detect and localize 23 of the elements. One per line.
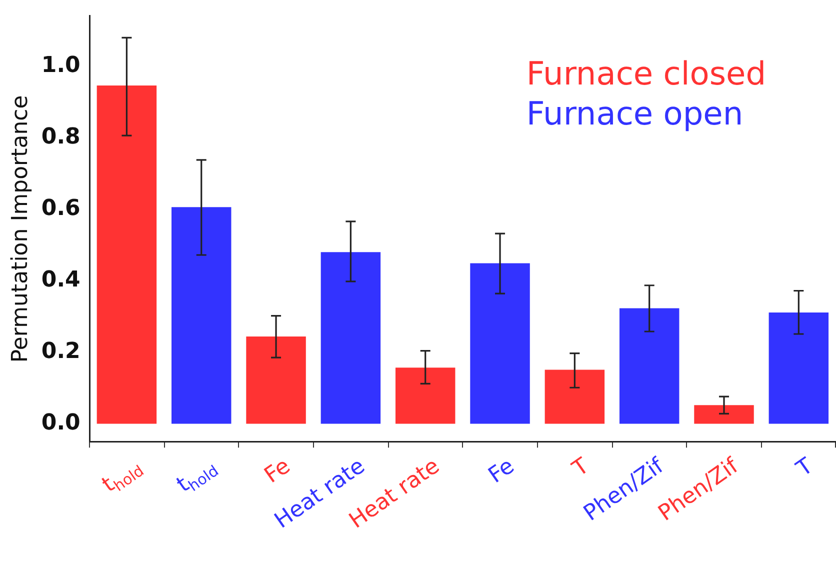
- x-tick-label: Fe: [260, 454, 296, 489]
- bar: [768, 312, 829, 424]
- bar: [96, 86, 157, 424]
- y-tick-label: 0.2: [41, 338, 80, 364]
- text: Furnace closed: [526, 54, 766, 93]
- bar: [544, 370, 605, 424]
- bar: [694, 405, 754, 424]
- y-tick-label: 0.0: [41, 410, 80, 436]
- bar: [470, 263, 530, 424]
- bar: [172, 207, 232, 424]
- bar: [320, 252, 381, 424]
- y-tick-label: 0.8: [41, 124, 80, 150]
- text: Furnace open: [526, 94, 744, 133]
- y-tick-label: 0.4: [41, 267, 80, 292]
- x-tick-label: Fe: [484, 454, 520, 489]
- y-tick-label: 0.6: [41, 196, 80, 221]
- x-tick-label: T: [568, 453, 594, 482]
- bar: [619, 308, 680, 424]
- x-tick-label: T: [792, 453, 818, 482]
- bar: [395, 368, 456, 424]
- y-axis-title: Permutation Importance: [8, 95, 33, 363]
- y-tick-label: 1.0: [41, 52, 80, 78]
- bar: [246, 336, 306, 424]
